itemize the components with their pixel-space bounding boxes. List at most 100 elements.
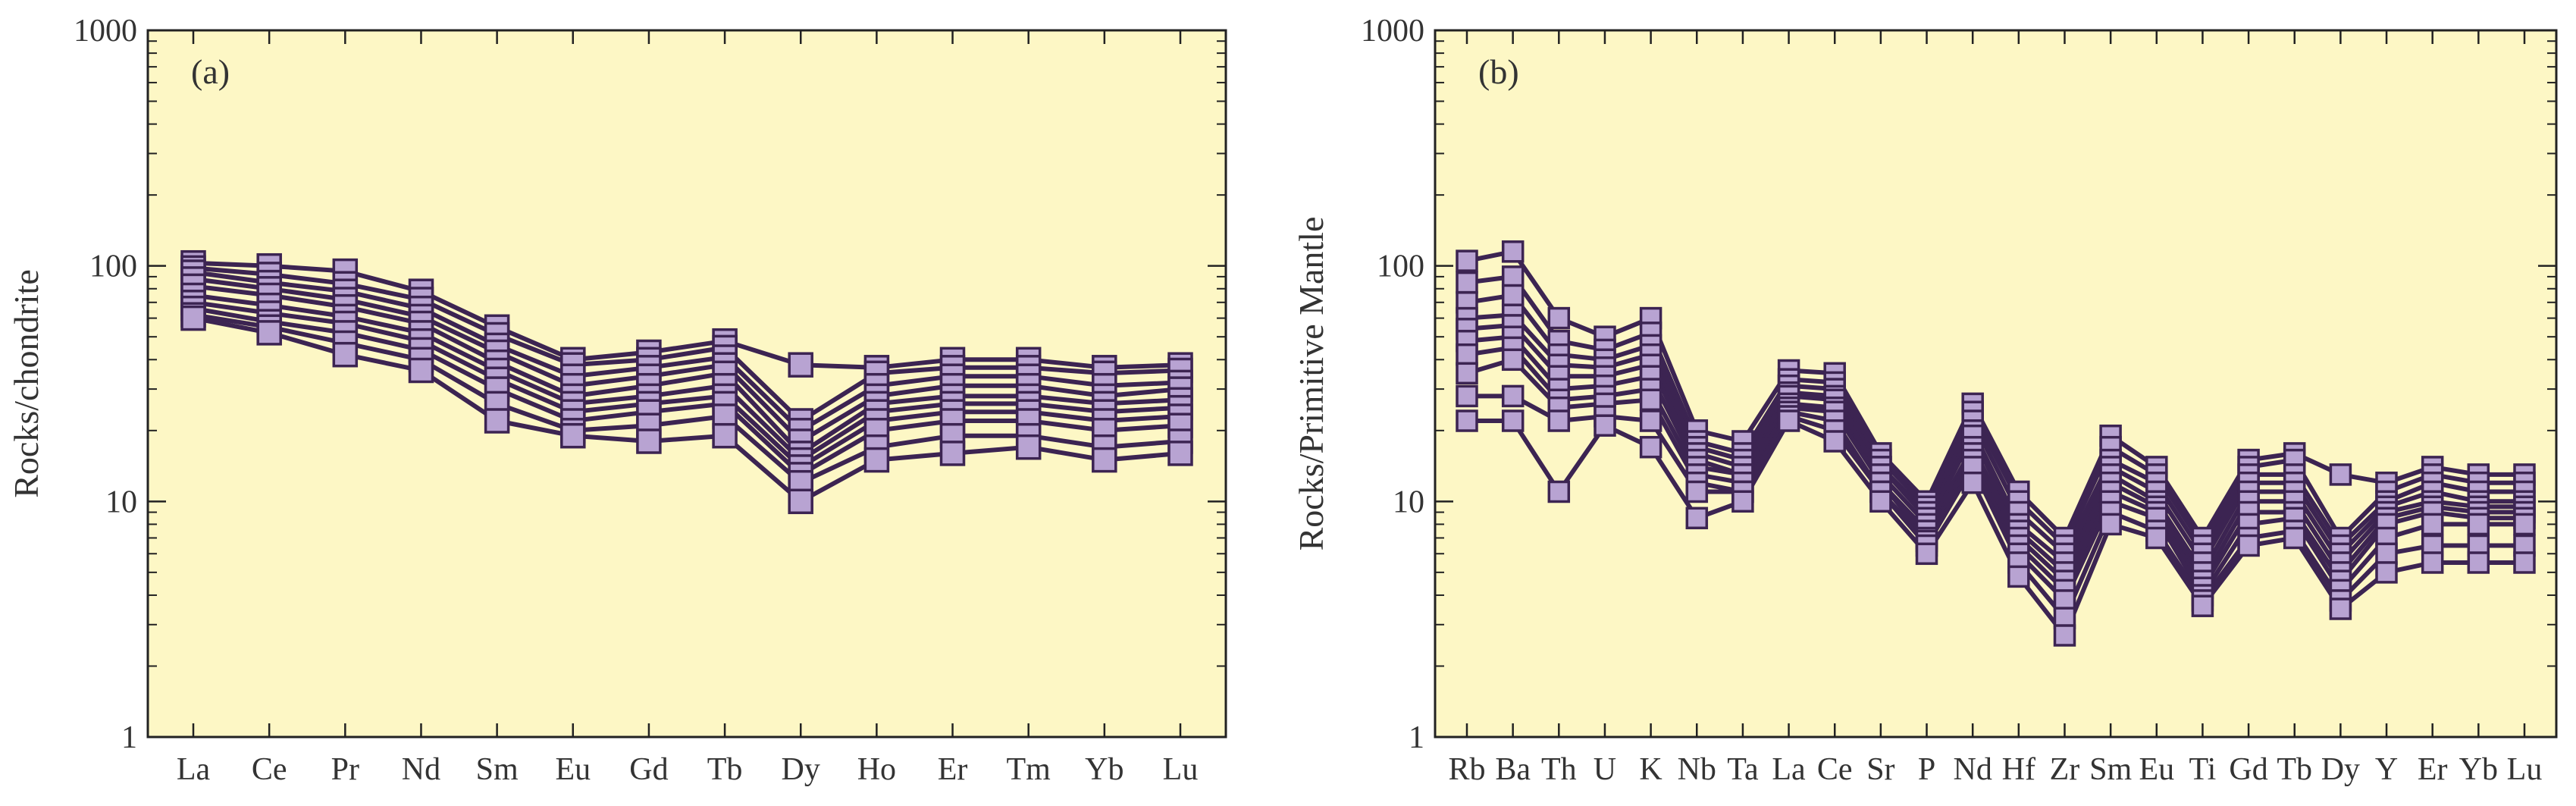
panel-b-point-s10-lu bbox=[2513, 551, 2536, 574]
panel-a-x-tick-label-nd: Nd bbox=[402, 752, 440, 787]
panel-a-point-s10-er bbox=[939, 441, 966, 466]
panel-b-point-s10-sr bbox=[1869, 490, 1892, 513]
panel-b-point-s10-sm bbox=[2099, 513, 2122, 536]
panel-b-point-s3-ba bbox=[1501, 284, 1525, 307]
panel-a-x-tick-label-eu: Eu bbox=[555, 752, 591, 787]
panel-b-point-s9-y bbox=[2375, 542, 2398, 566]
panel-a-x-tick-label-ce: Ce bbox=[252, 752, 287, 787]
panel-b-primitive-mantle-spider-plot: 1 10 100 1000 Rb Ba Th U K Nb Ta La Ce Sr P Nd Hf Zr Sm Eu T… bbox=[1292, 14, 2558, 787]
panel-a-point-s10-nd bbox=[408, 357, 434, 384]
panel-b-frame bbox=[1434, 29, 2558, 739]
panel-b-x-tick-label-p: P bbox=[1918, 752, 1935, 787]
panel-a-x-tick-label-yb: Yb bbox=[1085, 752, 1123, 787]
panel-b-point-s10-y bbox=[2375, 561, 2398, 584]
panel-a-y-tick-label-1: 1 bbox=[121, 720, 137, 755]
panel-b-point-s10-p bbox=[1915, 542, 1938, 566]
panel-b-x-tick-label-nd: Nd bbox=[1954, 752, 1992, 787]
panel-b-x-tick-label-zr: Zr bbox=[2050, 752, 2080, 787]
panel-b-x-tick-label-er: Er bbox=[2418, 752, 2448, 787]
panel-a-x-tick-label-dy: Dy bbox=[782, 752, 820, 787]
panel-a-x-tick-label-ho: Ho bbox=[857, 752, 896, 787]
panel-b-point-s10-er bbox=[2421, 551, 2444, 574]
panel-a-frame bbox=[146, 29, 1227, 739]
panel-b-point-s10-th bbox=[1547, 480, 1571, 503]
panel-b-point-s10-hf bbox=[2007, 565, 2030, 588]
panel-b-x-tick-label-th: Th bbox=[1541, 752, 1577, 787]
panel-a-point-s10-lu bbox=[1167, 441, 1193, 466]
panel-b-label: (b) bbox=[1478, 52, 1519, 91]
panel-a-y-tick-label-100: 100 bbox=[89, 249, 137, 284]
panel-b-point-s1-dy bbox=[2329, 463, 2352, 486]
panel-a-point-s10-yb bbox=[1092, 447, 1117, 473]
panel-a-point-s10-tm bbox=[1015, 434, 1042, 460]
panel-b-point-s10-ti bbox=[2191, 594, 2214, 617]
panel-b-point-s1-ba bbox=[1501, 240, 1525, 263]
panel-a-y-axis-title: Rocks/chondrite bbox=[7, 269, 45, 498]
panel-a-point-s10-la bbox=[180, 305, 206, 331]
panel-b-point-s8-er bbox=[2421, 513, 2444, 536]
panel-b-x-axis: Rb Ba Th U K Nb Ta La Ce Sr P Nd Hf Zr Sm Eu Ti Gd Tb Dy Y Er… bbox=[1448, 30, 2542, 787]
panel-b-point-s8-ba bbox=[1501, 348, 1525, 372]
panel-b-point-s8-lu bbox=[2513, 513, 2536, 536]
panel-b-point-s8-yb bbox=[2467, 513, 2490, 536]
panel-b-x-tick-label-tb: Tb bbox=[2277, 752, 2312, 787]
panel-b-x-tick-label-u: U bbox=[1594, 752, 1616, 787]
panel-b-x-tick-label-sr: Sr bbox=[1866, 752, 1894, 787]
panel-b-x-tick-label-ba: Ba bbox=[1495, 752, 1531, 787]
panel-b-x-tick-label-y: Y bbox=[2375, 752, 2398, 787]
panel-a-x-tick-label-tm: Tm bbox=[1007, 752, 1051, 787]
panel-b-point-s9-th bbox=[1547, 409, 1571, 432]
panel-b-point-s2-rb bbox=[1456, 271, 1478, 294]
panel-b-point-s10-yb bbox=[2467, 551, 2490, 574]
panel-b-series-markers bbox=[1456, 240, 2536, 647]
panel-b-point-s10-tb bbox=[2283, 526, 2306, 550]
panel-a-x-tick-label-lu: Lu bbox=[1163, 752, 1199, 787]
panel-b-x-tick-label-eu: Eu bbox=[2139, 752, 2174, 787]
panel-b-point-s10-eu bbox=[2145, 526, 2168, 550]
panel-a-y-axis: 1 10 100 1000 bbox=[74, 14, 1226, 755]
panel-a-y-tick-label-1000: 1000 bbox=[74, 14, 137, 49]
panel-b-point-s1-th bbox=[1547, 306, 1571, 330]
panel-b-point-s10-nd bbox=[1961, 471, 1984, 494]
panel-b-x-tick-label-yb: Yb bbox=[2459, 752, 2498, 787]
panel-a-y-tick-label-10: 10 bbox=[105, 485, 137, 519]
panel-b-point-s10-rb bbox=[1456, 409, 1478, 432]
panel-b-point-s9-k bbox=[1639, 409, 1662, 432]
panel-b-point-s10-ba bbox=[1501, 409, 1525, 432]
panel-b-point-s10-ce bbox=[1823, 430, 1846, 453]
panel-b-x-tick-label-ti: Ti bbox=[2189, 752, 2217, 787]
panel-b-point-s8-rb bbox=[1456, 362, 1478, 385]
panel-b-y-tick-label-1: 1 bbox=[1409, 720, 1424, 755]
panel-b-point-s10-la bbox=[1777, 409, 1800, 432]
panel-b-y-tick-label-10: 10 bbox=[1393, 485, 1424, 519]
panel-a-point-s10-pr bbox=[332, 341, 359, 368]
panel-a-series-markers bbox=[180, 249, 1193, 515]
panel-b-point-s10-zr bbox=[2053, 624, 2076, 647]
panel-b-x-tick-label-dy: Dy bbox=[2321, 752, 2360, 787]
panel-b-point-s1-rb bbox=[1456, 249, 1478, 272]
panel-a-plot-area bbox=[148, 30, 1226, 737]
panel-a-x-tick-label-pr: Pr bbox=[331, 752, 359, 787]
panel-b-point-s9-nb bbox=[1685, 480, 1709, 503]
panel-a-x-tick-label-la: La bbox=[177, 752, 211, 787]
panel-b-x-tick-label-sm: Sm bbox=[2089, 752, 2132, 787]
panel-b-point-s10-dy bbox=[2329, 597, 2352, 620]
panel-a-chondrite-ree-plot: 1 10 100 1000 La Ce Pr Nd Sm Eu Gd Tb Dy Ho Er Tm Yb Lu Ro… bbox=[7, 14, 1227, 787]
panel-b-x-tick-label-ce: Ce bbox=[1817, 752, 1853, 787]
panel-b-x-tick-label-k: K bbox=[1639, 752, 1662, 787]
panel-b-point-s8-k bbox=[1639, 388, 1662, 412]
panel-a-point-s10-gd bbox=[636, 428, 662, 454]
panel-a-point-s10-ho bbox=[863, 447, 890, 473]
panel-b-y-tick-label-100: 100 bbox=[1377, 249, 1424, 284]
panel-a-point-s10-eu bbox=[560, 422, 586, 449]
panel-b-x-tick-label-gd: Gd bbox=[2229, 752, 2267, 787]
panel-b-x-tick-label-hf: Hf bbox=[2002, 752, 2035, 787]
panel-a-x-tick-label-sm: Sm bbox=[476, 752, 519, 787]
panel-a-x-tick-label-gd: Gd bbox=[629, 752, 668, 787]
panel-b-point-s10-u bbox=[1594, 414, 1616, 437]
panel-b-x-tick-label-rb: Rb bbox=[1448, 752, 1485, 787]
panel-a-x-axis: La Ce Pr Nd Sm Eu Gd Tb Dy Ho Er Tm Yb Lu bbox=[177, 30, 1198, 787]
panel-a-point-s10-ce bbox=[256, 320, 282, 346]
panel-a-label: (a) bbox=[191, 52, 230, 91]
panel-b-point-s10-gd bbox=[2237, 534, 2260, 557]
